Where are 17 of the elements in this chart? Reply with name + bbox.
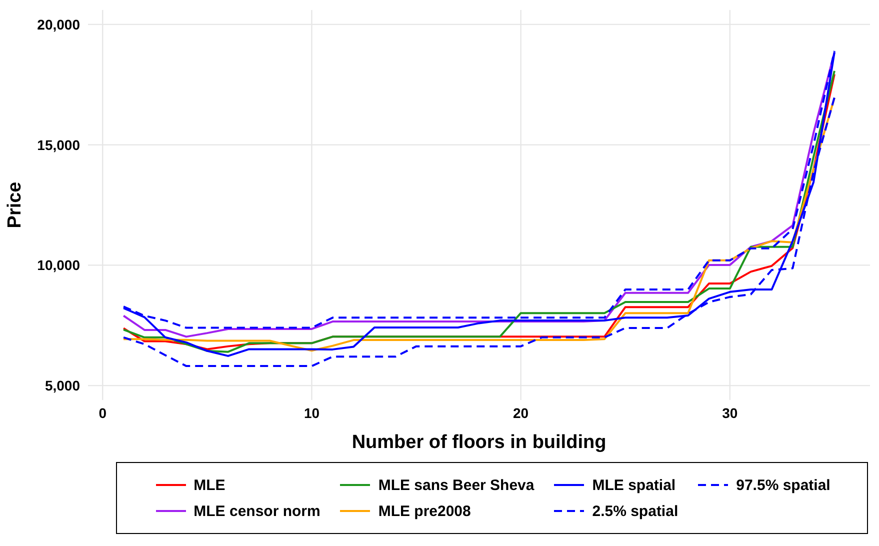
x-tick-label: 20 xyxy=(513,404,529,421)
y-tick-label: 5,000 xyxy=(44,378,80,394)
x-tick-label: 0 xyxy=(98,404,107,421)
x-axis-title: Number of floors in building xyxy=(352,432,606,453)
legend-label: MLE censor norm xyxy=(194,502,320,520)
y-tick-label: 20,000 xyxy=(37,16,80,32)
legend-label: MLE sans Beer Sheva xyxy=(378,476,534,494)
legend-label: 2.5% spatial xyxy=(592,502,678,520)
legend-label: MLE pre2008 xyxy=(378,502,471,520)
legend-label: 97.5% spatial xyxy=(736,476,830,494)
y-tick-label: 15,000 xyxy=(37,136,80,153)
y-tick-label: 10,000 xyxy=(37,257,80,274)
x-tick-label: 30 xyxy=(722,404,738,421)
legend-label: MLE xyxy=(194,476,226,494)
legend-label: MLE spatial xyxy=(592,476,676,494)
x-tick-label: 10 xyxy=(304,404,320,421)
y-axis-title: Price xyxy=(4,182,26,228)
